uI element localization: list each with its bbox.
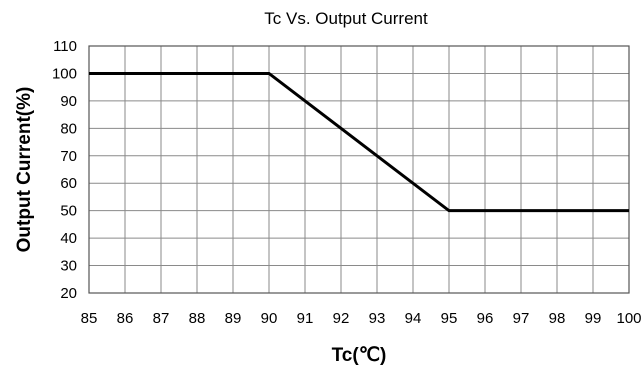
y-tick-label: 30 xyxy=(60,258,77,275)
x-tick-label: 96 xyxy=(477,310,494,327)
plot-frame xyxy=(88,45,630,294)
x-tick-label: 85 xyxy=(81,310,98,327)
x-tick-label: 92 xyxy=(333,310,350,327)
y-tick-label: 60 xyxy=(60,175,77,192)
x-tick-label: 87 xyxy=(153,310,170,327)
y-tick-label: 80 xyxy=(60,120,77,137)
x-tick-label: 100 xyxy=(616,310,641,327)
chart-title: Tc Vs. Output Current xyxy=(264,9,428,28)
x-tick-label: 97 xyxy=(513,310,530,327)
grid xyxy=(88,45,630,294)
y-tick-label: 50 xyxy=(60,203,77,220)
y-axis-label: Output Current(%) xyxy=(14,87,35,253)
series-layer xyxy=(89,71,629,213)
x-tick-label: 86 xyxy=(117,310,134,327)
x-tick-label: 91 xyxy=(297,310,314,327)
x-axis-label: Tc(℃) xyxy=(332,345,387,366)
x-tick-label: 95 xyxy=(441,310,458,327)
y-tick-label: 40 xyxy=(60,230,77,247)
y-tick-label: 20 xyxy=(60,285,77,302)
x-tick-label: 94 xyxy=(405,310,422,327)
x-tick-label: 90 xyxy=(261,310,278,327)
y-axis-ticks: 20 30 40 50 60 70 80 90 100 110 xyxy=(52,38,77,302)
x-tick-label: 89 xyxy=(225,310,242,327)
series-line xyxy=(89,71,629,213)
y-tick-label: 100 xyxy=(52,65,77,82)
x-tick-label: 93 xyxy=(369,310,386,327)
y-tick-label: 90 xyxy=(60,93,77,110)
x-tick-label: 88 xyxy=(189,310,206,327)
x-tick-label: 99 xyxy=(585,310,602,327)
x-axis-ticks: 85 86 87 88 89 90 91 92 93 94 95 96 97 98 99 100 xyxy=(81,310,642,327)
x-tick-label: 98 xyxy=(549,310,566,327)
y-tick-label: 110 xyxy=(53,38,77,55)
y-tick-label: 70 xyxy=(60,148,77,165)
